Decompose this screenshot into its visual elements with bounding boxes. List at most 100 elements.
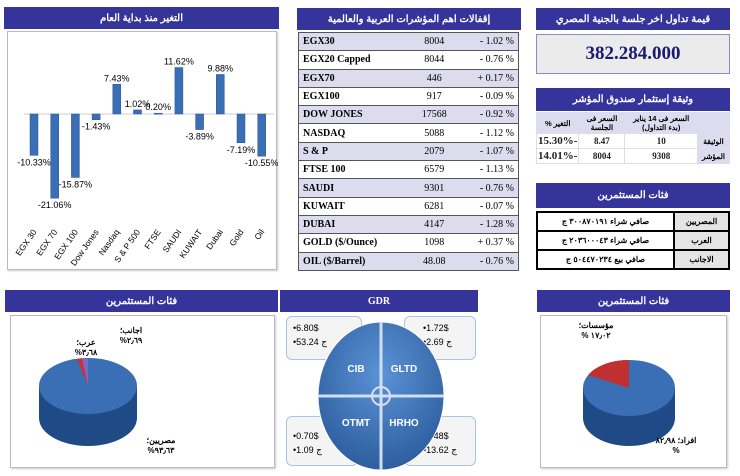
gdr-circle: CIB GLTD OTMT HRHO: [317, 321, 445, 471]
index-change: - 0.92 %: [456, 105, 519, 125]
index-name: SAUDI: [298, 178, 412, 198]
investor-value: صافي بيع ٥٠٤٤٧٠٢٣٤ ج: [536, 249, 675, 270]
fund-col-change: التغير %: [535, 112, 580, 134]
pie-slice-foreigners: [82, 358, 88, 386]
ytd-header: التغير منذ بداية العام: [4, 7, 279, 29]
index-change: - 0.76 %: [456, 50, 519, 70]
investor-row: العرب صافي شراء ٢٠٣٦٠٠٠٤٣ ج: [536, 230, 730, 251]
bar: [153, 112, 163, 115]
index-change: + 0.37 %: [456, 233, 519, 253]
index-value: 917: [411, 87, 457, 107]
data-label: -7.19%: [227, 145, 256, 155]
data-label: -15.87%: [59, 179, 93, 189]
index-change: - 1.13 %: [456, 160, 519, 180]
fund-change: -15.30%: [535, 133, 580, 149]
investor-row: المصريين صافي شراء ٣٠٠٨٧٠١٩١ ج: [536, 211, 730, 232]
fund-row-label: المؤشر: [697, 148, 730, 164]
gdr-cib: CIB: [347, 364, 364, 375]
index-value: 5088: [411, 123, 457, 143]
index-name: EGX30: [298, 32, 412, 52]
bar: [133, 109, 142, 115]
index-name: EGX100: [298, 87, 412, 107]
index-row: DOW JONES 17568- 0.92 %: [298, 105, 519, 125]
gdr-hrho: HRHO: [389, 418, 419, 429]
fund-table: السعر فى 14 يناير (بدء التداول) السعر فى…: [535, 112, 730, 164]
pie-type-box: مؤسسات؛ ١٧٫٠٢ % افراد؛ ٨٢٫٩٨ %: [540, 315, 727, 468]
index-value: 1098: [411, 233, 457, 253]
gdr-gltd: GLTD: [391, 364, 417, 375]
category-label: Gold: [227, 227, 246, 248]
index-change: - 0.76 %: [456, 252, 519, 271]
pie-type-chart: [583, 359, 675, 446]
label-egyptians: مصريين؛ ٩٣٫٦٣%: [146, 436, 176, 455]
index-change: + 0.17 %: [456, 69, 519, 88]
bar: [50, 113, 59, 199]
bar: [216, 74, 225, 115]
bar: [174, 67, 184, 115]
fund-change: -14.01%: [535, 148, 580, 164]
investor-value: صافي شراء ٢٠٣٦٠٠٠٤٣ ج: [536, 230, 675, 251]
bar: [195, 113, 204, 130]
gdr-usd: •6.80$: [293, 323, 319, 333]
index-change: - 1.02 %: [456, 32, 519, 52]
investor-value: صافي شراء ٣٠٠٨٧٠١٩١ ج: [536, 211, 675, 232]
category-label: Dubai: [204, 227, 225, 251]
indices-header: إقفالات اهم المؤشرات العربية والعالمية: [297, 8, 521, 30]
gdr-usd: •0.70$: [293, 431, 319, 441]
index-name: EGX70: [298, 69, 412, 88]
fund-header: وثيقة إستثمار صندوق المؤشر: [536, 88, 730, 111]
index-row: DUBAI 4147- 1.28 %: [298, 215, 519, 235]
index-row: EGX70 446 + 0.17 %: [298, 69, 519, 88]
index-name: DUBAI: [298, 215, 412, 235]
bar: [71, 113, 80, 178]
index-name: NASDAQ: [298, 123, 412, 143]
category-label: FTSE: [142, 227, 163, 251]
indices-table: EGX30 8004- 1.02 % EGX20 Capped 8044- 0.76 …: [298, 32, 519, 271]
pie-slice-arabs: [77, 358, 88, 386]
index-name: OIL ($/Barrel): [298, 252, 412, 271]
data-label: 11.62%: [164, 57, 194, 67]
pie-nationality-chart: [39, 358, 137, 446]
index-row: GOLD ($/Ounce) 1098 + 0.37 %: [298, 233, 519, 253]
investor-label: الاجانب: [673, 249, 730, 270]
investor-row: الاجانب صافي بيع ٥٠٤٤٧٠٢٣٤ ج: [536, 249, 730, 270]
index-change: - 1.28 %: [456, 215, 519, 235]
fund-start: 10: [624, 133, 698, 149]
gdr-egp: •53.24 ج: [293, 337, 327, 347]
index-row: SAUDI 9301- 0.76 %: [298, 178, 519, 198]
data-label: 0.20%: [145, 102, 171, 112]
bar: [236, 113, 246, 144]
label-arabs: عرب؛ ٣٫٦٨%: [74, 338, 98, 357]
bar: [257, 113, 266, 157]
index-value: 446: [411, 69, 457, 88]
index-value: 8004: [411, 32, 457, 52]
index-change: - 0.76 %: [456, 178, 519, 198]
pie-nationality-box: اجانب؛ ٢٫٦٩% عرب؛ ٣٫٦٨% مصريين؛ ٩٣٫٦٣%: [10, 315, 275, 468]
gdr-otmt: OTMT: [342, 418, 370, 429]
turnover-header: قيمة تداول اخر جلسة بالجنية المصري: [536, 8, 730, 30]
label-foreigners: اجانب؛ ٢٫٦٩%: [119, 326, 143, 345]
pie-nationality-header: فئات المستثمرين: [5, 290, 278, 312]
index-value: 4147: [411, 215, 457, 235]
label-individuals: افراد؛ ٨٢٫٩٨ %: [655, 436, 697, 455]
cycle-icon: [371, 386, 391, 406]
investors-table: المصريين صافي شراء ٣٠٠٨٧٠١٩١ ج العرب صافي …: [536, 211, 730, 270]
gdr-egp: •1.09 ج: [293, 445, 322, 455]
gdr-egp: •13.62 ج: [423, 445, 457, 455]
gdr-usd: •3.48$: [423, 431, 449, 441]
data-label: -3.89%: [185, 132, 214, 142]
index-row: KUWAIT 6281- 0.07 %: [298, 197, 519, 216]
index-row: NASDAQ 5088- 1.12 %: [298, 123, 519, 143]
fund-row-label: الوثيقة: [697, 133, 730, 149]
gdr-header: GDR: [280, 290, 478, 312]
index-name: S & P: [298, 142, 412, 162]
index-row: EGX30 8004- 1.02 %: [298, 32, 519, 52]
index-value: 48.08: [411, 252, 457, 271]
pie-slice-institutions: [588, 359, 629, 388]
index-change: - 0.09 %: [456, 87, 519, 107]
index-name: GOLD ($/Ounce): [298, 233, 412, 253]
bar: [112, 84, 122, 115]
investor-label: العرب: [673, 230, 730, 251]
data-label: 7.43%: [104, 73, 130, 83]
fund-header-row: السعر فى 14 يناير (بدء التداول) السعر فى…: [535, 112, 730, 134]
